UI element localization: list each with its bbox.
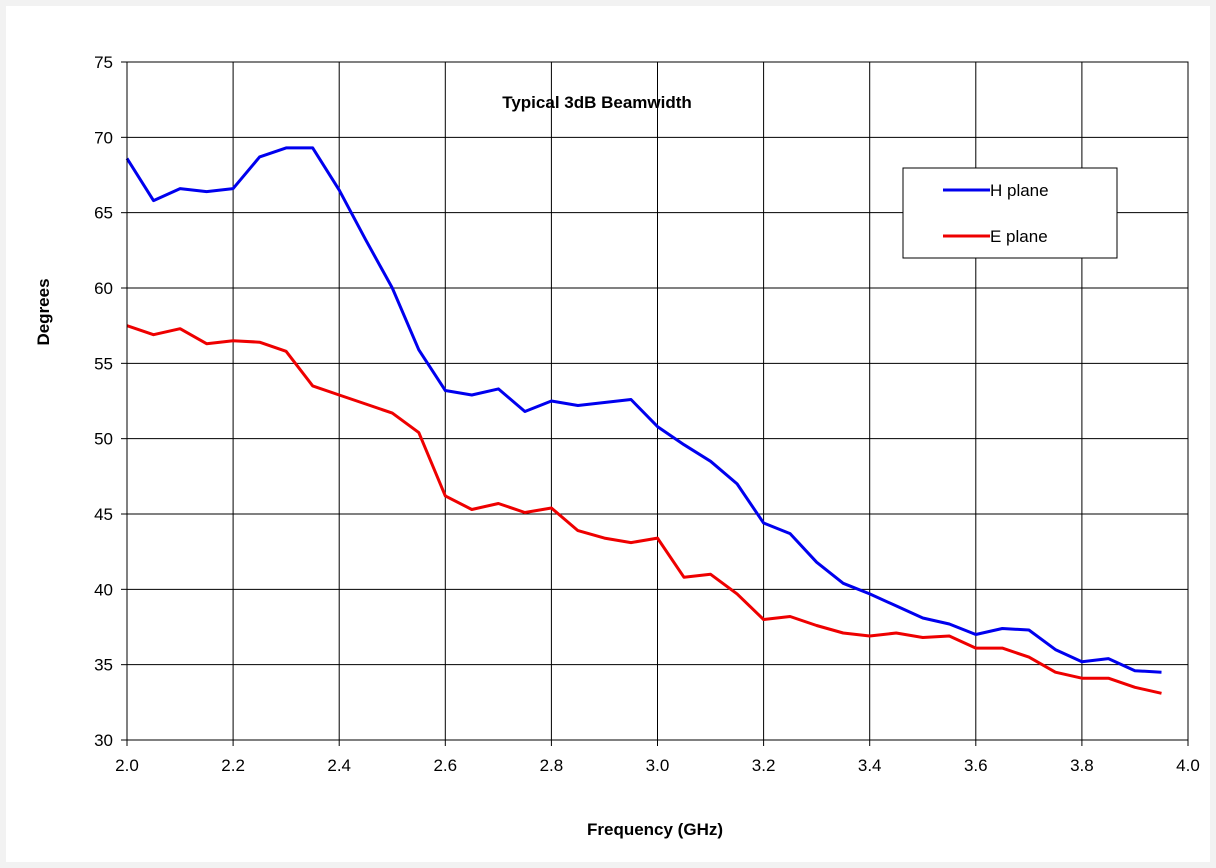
x-tick-label: 3.8 <box>1070 756 1094 775</box>
chart-area: 2.0 2.2 2.4 2.6 2.8 3.0 3.2 3.4 3.6 3.8 4.0 30 35 40 4… <box>6 6 1210 862</box>
x-tick-label: 4.0 <box>1176 756 1200 775</box>
beamwidth-line-chart: 2.0 2.2 2.4 2.6 2.8 3.0 3.2 3.4 3.6 3.8 4.0 30 35 40 4… <box>34 53 1200 839</box>
legend: H plane E plane <box>902 167 1118 259</box>
x-tick-label: 3.6 <box>964 756 988 775</box>
x-axis-title: Frequency (GHz) <box>587 820 723 839</box>
y-tick-label: 60 <box>94 279 113 298</box>
y-tick-label: 70 <box>94 128 113 147</box>
series-line-h-plane <box>125 146 1162 674</box>
x-tick-label: 2.6 <box>433 756 457 775</box>
legend-label-e-plane: E plane <box>990 227 1048 246</box>
x-tick-label: 2.2 <box>221 756 245 775</box>
y-tick-label: 50 <box>94 430 113 449</box>
y-tick-label: 75 <box>94 53 113 72</box>
y-tick-label: 30 <box>94 731 113 750</box>
x-tick-label: 2.0 <box>115 756 139 775</box>
x-tick-label: 2.4 <box>327 756 351 775</box>
y-tick-label: 65 <box>94 204 113 223</box>
x-tick-label: 3.2 <box>752 756 776 775</box>
y-axis-title: Degrees <box>34 278 53 345</box>
chart-title: Typical 3dB Beamwidth <box>502 93 692 112</box>
y-tick-label: 35 <box>94 656 113 675</box>
y-tick-label: 40 <box>94 580 113 599</box>
x-tick-label: 3.4 <box>858 756 882 775</box>
y-tick-label: 45 <box>94 505 113 524</box>
y-tick-label: 55 <box>94 354 113 373</box>
legend-box <box>902 167 1118 259</box>
x-tick-label: 2.8 <box>540 756 564 775</box>
x-tick-label: 3.0 <box>646 756 670 775</box>
legend-label-h-plane: H plane <box>990 181 1049 200</box>
series-line-e-plane <box>126 324 1162 695</box>
